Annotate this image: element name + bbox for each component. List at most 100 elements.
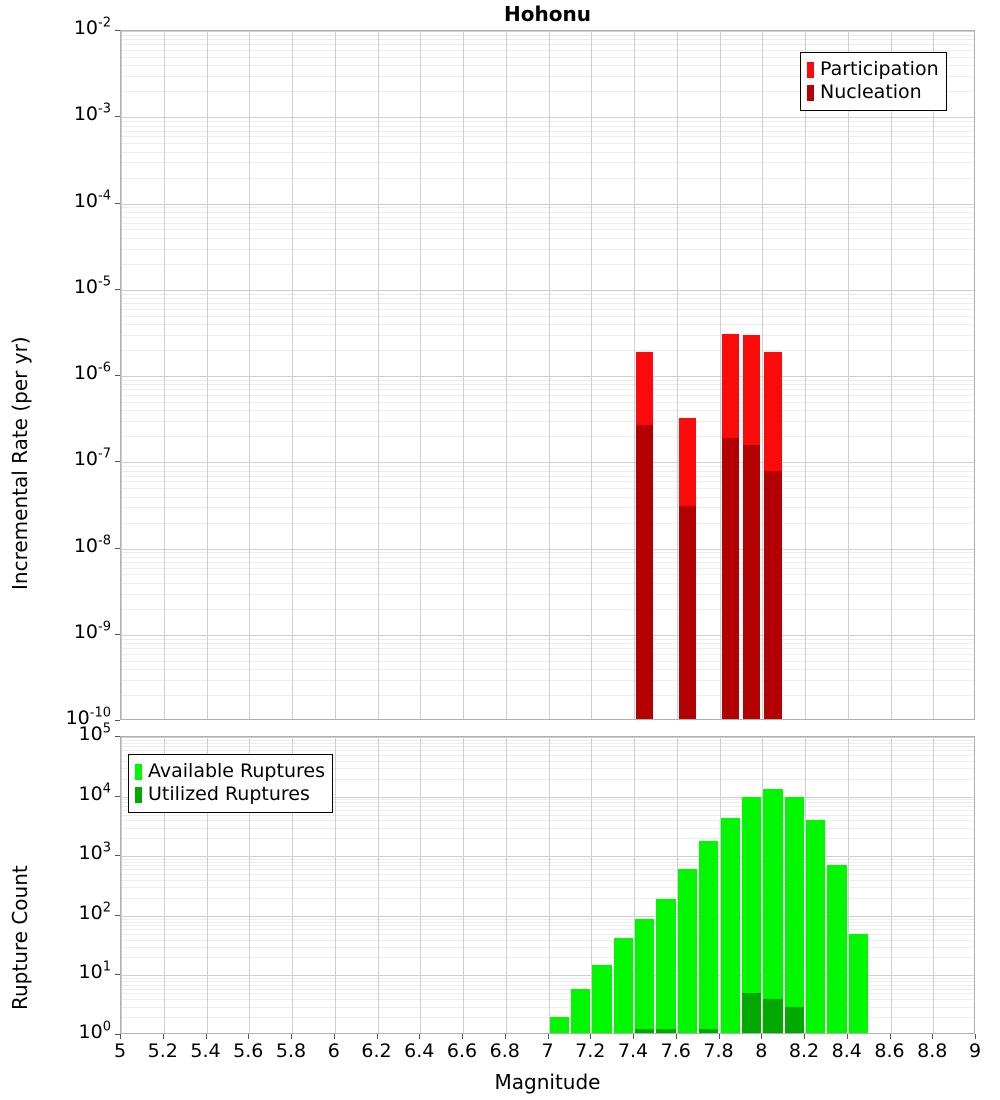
gridline-minor (121, 552, 974, 554)
x-tick-mark (248, 1034, 250, 1039)
bar-rupture-count-available (570, 988, 591, 1033)
bars-bottom (121, 737, 974, 1033)
bar-rupture-count-utilized (741, 993, 762, 1033)
x-tick-label: 9 (968, 1040, 982, 1062)
gridline-major-vertical (334, 737, 336, 1033)
gridline-major-vertical (249, 31, 251, 719)
gridline-minor (121, 887, 974, 889)
gridline-minor (121, 315, 974, 317)
gridline-minor (121, 939, 974, 941)
x-tick-mark (718, 1034, 720, 1039)
gridline-minor (121, 838, 974, 840)
y-tick-label: 10-9 (73, 619, 111, 643)
bar-incremental-rate-nucleation (636, 425, 654, 719)
gridline-minor (121, 929, 974, 931)
legend-item-nucleation[interactable]: Nucleation (807, 81, 939, 104)
gridline-minor (121, 125, 974, 127)
y-axis-label-bottom: Rupture Count (8, 865, 32, 1010)
gridline-minor (121, 50, 974, 52)
y-tick-mark (115, 914, 120, 916)
bar-rupture-count-available (549, 1017, 569, 1033)
gridline-major-vertical (762, 737, 764, 1033)
bar-incremental-rate-nucleation (721, 438, 739, 719)
gridline-minor (121, 76, 974, 78)
x-tick-label: 6.4 (404, 1040, 435, 1062)
gridline-major-vertical (933, 737, 935, 1033)
legend-item-participation[interactable]: Participation (807, 58, 939, 81)
x-tick-label: 7.6 (660, 1040, 691, 1062)
gridline-major-vertical (377, 31, 379, 719)
gridline-major-vertical (121, 737, 122, 1033)
gridline-minor (121, 879, 974, 881)
gridline-minor (121, 827, 974, 829)
gridline-minor (121, 56, 974, 58)
gridline-major-vertical (206, 31, 208, 719)
gridline-minor (121, 350, 974, 352)
gridline-minor (121, 395, 974, 397)
gridline-minor (121, 507, 974, 509)
gridline-major-vertical (548, 31, 550, 719)
gridline-major-vertical (249, 737, 251, 1033)
gridline-minor (121, 303, 974, 305)
gridline-minor (121, 488, 974, 490)
gridline-major (121, 796, 974, 798)
gridline-minor (121, 861, 974, 863)
x-tick-label: 7.2 (575, 1040, 606, 1062)
gridline-minor (121, 436, 974, 438)
utilized-swatch (135, 786, 142, 803)
legend-label-available-ruptures: Available Ruptures (148, 760, 325, 782)
gridline-major (121, 856, 974, 858)
x-tick-mark (932, 1034, 934, 1039)
gridline-major-vertical (463, 31, 464, 719)
bar-rupture-count-available (763, 788, 783, 1033)
gridline-minor (121, 334, 974, 336)
x-tick-mark (376, 1034, 378, 1039)
gridline-minor (121, 918, 974, 920)
legend-bottom: Available Ruptures Utilized Ruptures (128, 754, 333, 813)
x-tick-mark (547, 1034, 549, 1039)
gridline-minor (121, 582, 974, 584)
x-tick-label: 8.6 (874, 1040, 905, 1062)
gridline-major-vertical (676, 737, 678, 1033)
gridline-minor (121, 921, 974, 923)
y-tick-label: 10-8 (73, 533, 111, 557)
bar-rupture-count-available (741, 797, 762, 1033)
bar-rupture-count-available (848, 933, 869, 1033)
gridline-minor (121, 44, 974, 46)
incremental-rate-plot (120, 30, 975, 720)
x-tick-label: 7.8 (703, 1040, 734, 1062)
gridline-minor (121, 946, 974, 948)
x-tick-label: 5.6 (233, 1040, 264, 1062)
gridline-major (121, 289, 974, 291)
gridline-minor (121, 739, 974, 741)
x-tick-label: 8.8 (917, 1040, 948, 1062)
gridline-major-vertical (933, 31, 935, 719)
gridline-minor (121, 177, 974, 179)
bar-incremental-rate-nucleation (764, 470, 782, 719)
y-tick-mark (115, 288, 120, 290)
y-tick-mark (115, 720, 120, 721)
gridline-minor (121, 522, 974, 524)
y-tick-label: 10-5 (73, 274, 111, 298)
gridline-minor (121, 778, 974, 780)
available-swatch (135, 763, 142, 780)
legend-item-utilized-ruptures[interactable]: Utilized Ruptures (135, 783, 325, 806)
gridline-minor (121, 865, 974, 867)
gridline-minor (121, 1006, 974, 1008)
x-tick-label: 8 (755, 1040, 768, 1062)
gridline-minor (121, 999, 974, 1001)
gridline-major (121, 376, 974, 377)
gridline-minor (121, 121, 974, 123)
gridline-minor (121, 608, 974, 610)
gridline-minor (121, 574, 974, 576)
x-tick-mark (205, 1034, 207, 1039)
gridline-major (121, 462, 974, 464)
legend-top: Participation Nucleation (800, 52, 947, 111)
gridline-minor (121, 567, 974, 569)
x-tick-mark (675, 1034, 677, 1039)
legend-item-available-ruptures[interactable]: Available Ruptures (135, 760, 325, 783)
gridline-minor (121, 389, 974, 391)
x-tick-mark (120, 1034, 121, 1039)
gridline-minor (121, 858, 974, 860)
